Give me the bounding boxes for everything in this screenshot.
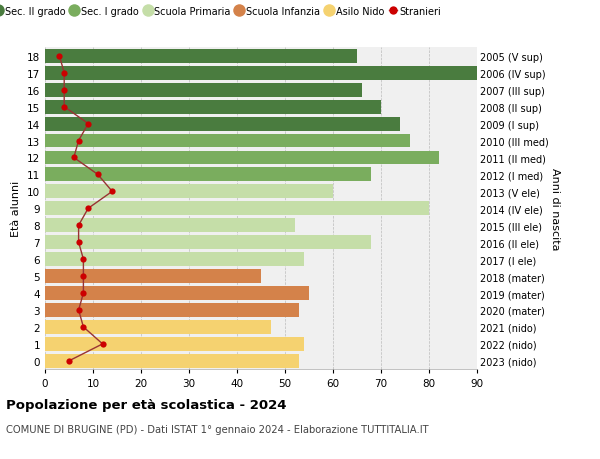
Bar	[45, 252, 304, 267]
Y-axis label: Anni di nascita: Anni di nascita	[550, 168, 560, 250]
Bar	[45, 303, 299, 317]
Bar	[45, 337, 304, 351]
Bar	[45, 151, 439, 165]
Bar	[45, 118, 400, 131]
Bar	[45, 269, 261, 283]
Bar	[45, 67, 482, 80]
Bar	[45, 101, 381, 114]
Bar	[45, 168, 371, 182]
Bar	[45, 219, 295, 233]
Legend: Sec. II grado, Sec. I grado, Scuola Primaria, Scuola Infanzia, Asilo Nido, Stran: Sec. II grado, Sec. I grado, Scuola Prim…	[0, 3, 445, 21]
Bar	[45, 50, 357, 64]
Y-axis label: Età alunni: Età alunni	[11, 181, 22, 237]
Bar	[45, 84, 362, 97]
Bar	[45, 320, 271, 334]
Bar	[45, 185, 333, 199]
Bar	[45, 354, 299, 368]
Bar	[45, 134, 410, 148]
Bar	[45, 202, 429, 216]
Text: COMUNE DI BRUGINE (PD) - Dati ISTAT 1° gennaio 2024 - Elaborazione TUTTITALIA.IT: COMUNE DI BRUGINE (PD) - Dati ISTAT 1° g…	[6, 424, 428, 434]
Text: Popolazione per età scolastica - 2024: Popolazione per età scolastica - 2024	[6, 398, 287, 411]
Bar	[45, 236, 371, 250]
Bar	[45, 286, 309, 300]
